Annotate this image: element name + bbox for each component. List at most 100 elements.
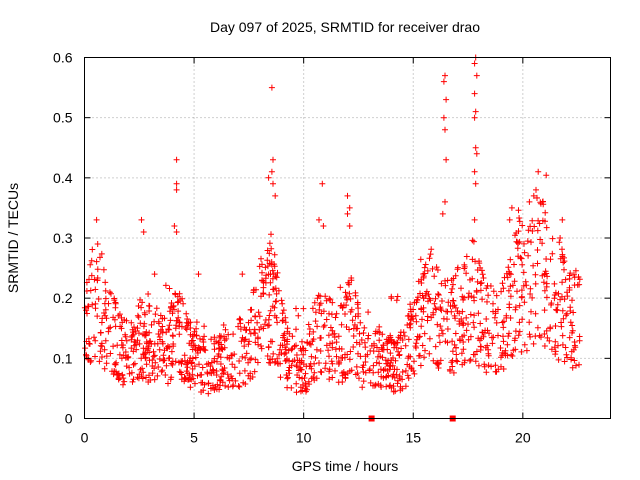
data-point <box>555 342 561 349</box>
data-point <box>490 334 497 341</box>
data-point <box>211 334 218 341</box>
data-point <box>112 300 119 307</box>
data-point <box>354 299 361 306</box>
data-point <box>418 280 425 286</box>
data-point <box>452 304 459 311</box>
data-point <box>284 384 291 391</box>
data-point <box>425 298 431 305</box>
data-point <box>237 326 244 333</box>
data-point <box>472 108 479 115</box>
data-point <box>564 310 570 317</box>
data-point <box>521 240 527 247</box>
data-point <box>440 114 447 121</box>
data-point <box>98 319 105 326</box>
data-point <box>342 374 349 381</box>
data-point <box>150 348 157 355</box>
data-point <box>260 325 267 332</box>
data-point <box>469 275 476 282</box>
chart-title: Day 097 of 2025, SRMTID for receiver dra… <box>210 19 480 35</box>
data-point <box>534 247 541 253</box>
data-point <box>268 231 274 238</box>
data-point <box>472 351 478 358</box>
data-point <box>348 275 355 281</box>
data-point <box>339 355 346 361</box>
data-point <box>293 352 300 358</box>
data-point <box>351 321 358 328</box>
data-point <box>405 336 412 343</box>
data-point <box>306 331 313 337</box>
data-point <box>213 386 220 393</box>
data-point <box>184 316 191 322</box>
data-point <box>284 375 291 382</box>
data-point <box>262 317 269 323</box>
data-point <box>242 381 249 387</box>
data-point <box>97 348 104 355</box>
data-point <box>327 296 334 303</box>
data-point <box>136 340 143 347</box>
data-point <box>435 292 442 298</box>
data-point <box>542 218 548 225</box>
data-point <box>533 186 539 193</box>
data-point <box>329 327 336 334</box>
data-point <box>299 345 306 352</box>
data-point <box>396 373 403 380</box>
data-point <box>559 216 566 223</box>
data-point <box>507 315 514 321</box>
data-point <box>131 324 137 331</box>
data-point <box>507 293 514 300</box>
data-point <box>446 366 453 373</box>
data-point <box>296 357 303 364</box>
data-point <box>508 204 515 211</box>
data-point <box>549 250 556 257</box>
data-point <box>542 268 549 275</box>
data-point <box>543 224 550 231</box>
data-point <box>254 319 261 326</box>
data-point <box>181 352 188 359</box>
data-point <box>442 277 448 284</box>
data-point <box>449 297 456 304</box>
data-point <box>170 302 177 309</box>
data-point <box>516 302 523 309</box>
data-point <box>567 270 574 277</box>
data-point <box>458 316 465 322</box>
data-point <box>436 339 443 346</box>
data-point <box>443 156 450 163</box>
data-point <box>219 366 226 373</box>
data-point <box>485 350 492 357</box>
data-point <box>99 354 105 360</box>
y-tick-label: 0.1 <box>53 350 73 366</box>
data-point <box>485 292 492 299</box>
data-point <box>541 331 548 337</box>
data-point <box>88 357 95 364</box>
data-point <box>123 317 130 324</box>
data-point <box>569 364 576 371</box>
data-point <box>516 218 523 225</box>
data-point <box>465 321 471 328</box>
data-point <box>359 364 366 371</box>
data-point <box>272 298 279 305</box>
data-point <box>347 295 354 302</box>
data-point <box>555 290 562 297</box>
x-tick-label: 5 <box>190 430 198 446</box>
data-point <box>454 266 461 273</box>
data-point <box>552 289 559 296</box>
data-point <box>456 321 463 327</box>
data-point <box>116 311 123 318</box>
data-point <box>461 357 468 364</box>
data-point <box>421 330 428 337</box>
data-point <box>151 340 158 347</box>
data-point <box>174 317 181 324</box>
data-point <box>254 335 261 342</box>
data-point <box>122 349 129 355</box>
data-point <box>432 343 439 350</box>
data-point <box>319 180 326 187</box>
data-point <box>208 336 215 343</box>
data-point <box>113 372 120 378</box>
data-point <box>102 337 109 344</box>
data-point <box>460 322 467 329</box>
data-point <box>283 357 290 364</box>
data-point <box>466 357 473 364</box>
data-point <box>279 342 286 349</box>
data-point <box>395 334 402 341</box>
data-point <box>168 360 175 367</box>
